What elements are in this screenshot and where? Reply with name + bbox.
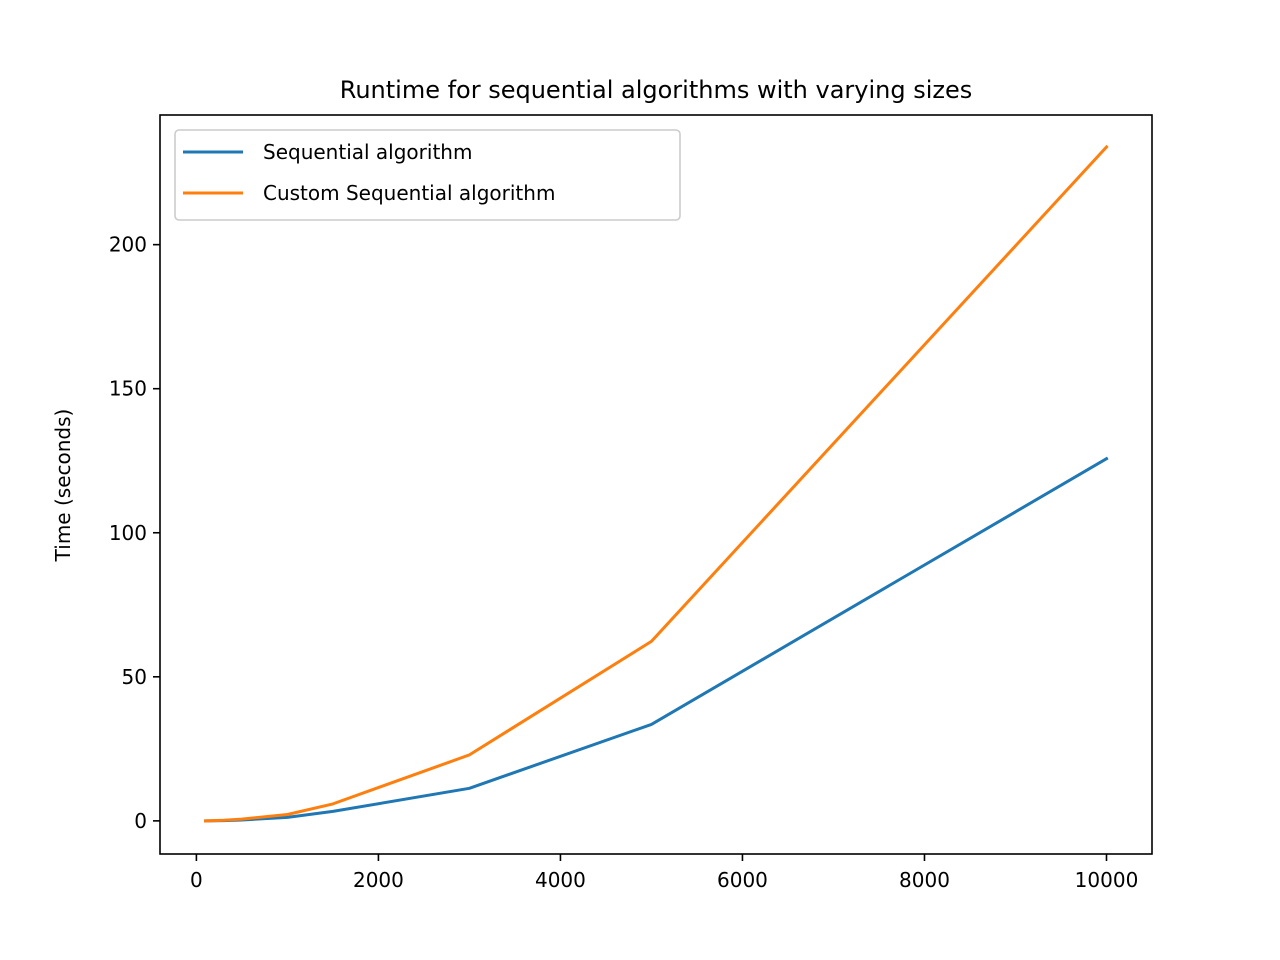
legend-label-2: Custom Sequential algorithm: [263, 181, 555, 205]
x-tick-label: 10000: [1075, 868, 1139, 892]
chart-title: Runtime for sequential algorithms with v…: [340, 76, 973, 104]
y-tick-label: 0: [134, 809, 147, 833]
x-tick-label: 2000: [353, 868, 404, 892]
y-tick-label: 50: [122, 665, 147, 689]
x-tick-label: 4000: [535, 868, 586, 892]
axes-frame: [159, 114, 1153, 855]
plot-area: [203, 144, 1109, 823]
y-axis-label: Time (seconds): [51, 409, 75, 563]
legend-label-1: Sequential algorithm: [263, 140, 472, 164]
legend-box: [174, 129, 681, 221]
y-tick-label: 100: [109, 521, 147, 545]
y-axis: 0 50 100 150 200: [109, 233, 160, 833]
series-line-2: [203, 144, 1109, 823]
y-tick-label: 150: [109, 377, 147, 401]
y-tick-label: 200: [109, 233, 147, 257]
x-axis: 0 2000 4000 6000 8000 10000: [190, 854, 1138, 892]
x-tick-label: 0: [190, 868, 203, 892]
x-tick-label: 6000: [717, 868, 768, 892]
legend: Sequential algorithm Custom Sequential al…: [174, 129, 681, 221]
x-tick-label: 8000: [899, 868, 950, 892]
